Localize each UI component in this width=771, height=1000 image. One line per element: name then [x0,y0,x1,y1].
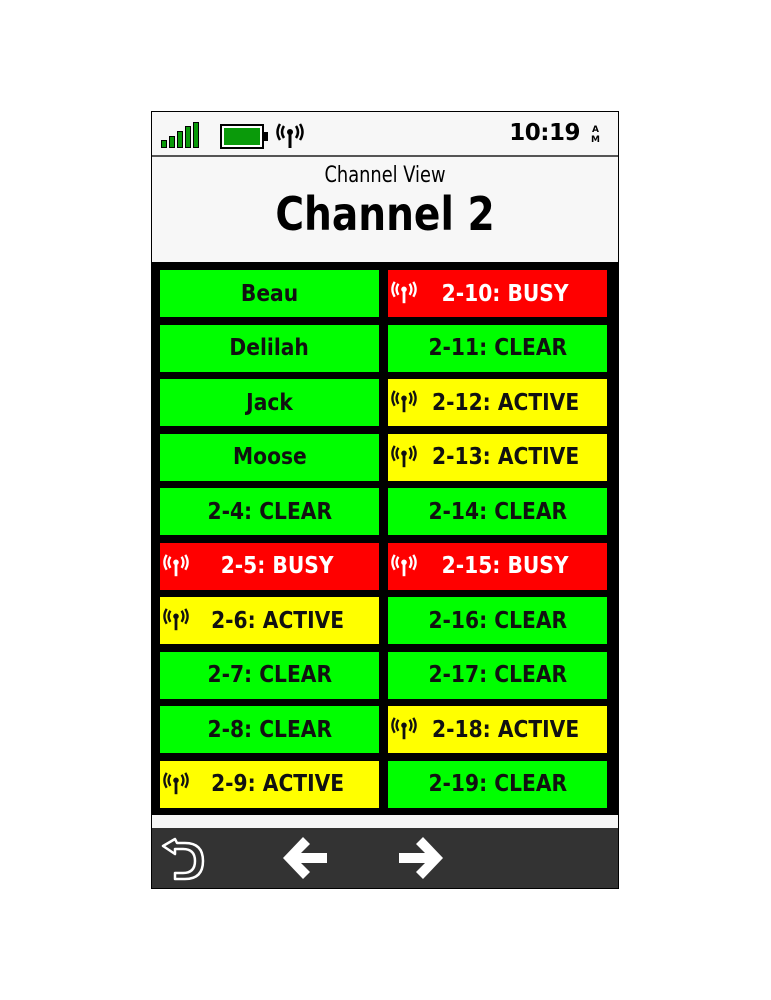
channel-label: 2-14: CLEAR [428,498,567,525]
clock-time: 10:19 [509,120,580,146]
arrow-left-icon [283,837,327,879]
radio-icon [163,607,189,639]
channel-cell[interactable]: 2-19: CLEAR [388,760,607,808]
channel-cell[interactable]: 2-9: ACTIVE [160,760,379,808]
channel-cell[interactable]: 2-12: ACTIVE [388,379,607,426]
channel-label: 2-4: CLEAR [207,498,332,525]
channel-cell[interactable]: 2-18: ACTIVE [388,706,607,753]
channel-cell[interactable]: 2-8: CLEAR [160,706,379,753]
page-header: Channel View Channel 2 [152,157,618,262]
channel-cell[interactable]: Beau [160,270,379,317]
channel-label: 2-15: BUSY [442,553,569,579]
channel-label: 2-12: ACTIVE [431,389,580,416]
channel-cell[interactable]: 2-17: CLEAR [388,651,607,699]
channel-label: 2-16: CLEAR [428,607,567,634]
channel-label: 2-8: CLEAR [207,716,332,743]
bottom-toolbar [152,828,618,888]
channel-cell[interactable]: 2-11: CLEAR [388,324,607,372]
channel-cell[interactable]: 2-15: BUSY [388,542,607,590]
arrow-right-icon [399,837,443,879]
channel-label: 2-11: CLEAR [428,335,567,361]
channel-label: Jack [246,389,293,416]
channel-label: 2-19: CLEAR [428,771,567,797]
channel-cell[interactable]: 2-6: ACTIVE [160,597,379,644]
next-button[interactable] [385,828,455,888]
channel-label: 2-18: ACTIVE [431,716,580,743]
channel-cell[interactable]: 2-4: CLEAR [160,488,379,535]
radio-icon [391,716,417,748]
channel-grid: Beau Delilah Jack Moose 2-4: CLEAR 2-5: BUSY 2… [152,262,618,815]
divider [152,815,618,828]
channel-cell[interactable]: 2-13: ACTIVE [388,433,607,481]
page-subtitle: Channel View [324,163,446,188]
channel-label: Moose [232,444,307,470]
channel-cell[interactable]: Moose [160,433,379,481]
page-title: Channel 2 [275,187,495,241]
radio-icon [276,123,304,148]
channel-label: 2-17: CLEAR [428,662,567,688]
back-icon [161,837,205,881]
radio-icon [391,280,417,312]
channel-label: 2-5: BUSY [221,553,334,579]
channel-label: Delilah [229,335,310,361]
channel-cell[interactable]: Delilah [160,324,379,372]
channel-cell[interactable]: Jack [160,379,379,426]
channel-label: 2-9: ACTIVE [210,771,345,797]
channel-label: 2-7: CLEAR [207,662,332,688]
radio-icon [391,553,417,585]
battery-icon [220,124,268,149]
previous-button[interactable] [271,828,341,888]
channel-cell[interactable]: 2-10: BUSY [388,270,607,317]
channel-cell[interactable]: 2-7: CLEAR [160,651,379,699]
channel-label: 2-10: BUSY [442,280,569,307]
channel-cell[interactable]: 2-5: BUSY [160,542,379,590]
channel-cell[interactable]: 2-14: CLEAR [388,488,607,535]
channel-label: 2-13: ACTIVE [431,444,580,470]
channel-label: 2-6: ACTIVE [210,607,345,634]
radio-icon [391,444,417,476]
back-button[interactable] [152,828,222,888]
channel-label: Beau [240,280,299,307]
radio-icon [391,389,417,421]
radio-icon [163,553,189,585]
channel-cell[interactable]: 2-16: CLEAR [388,597,607,644]
radio-icon [163,771,189,803]
signal-strength-icon [161,122,199,148]
